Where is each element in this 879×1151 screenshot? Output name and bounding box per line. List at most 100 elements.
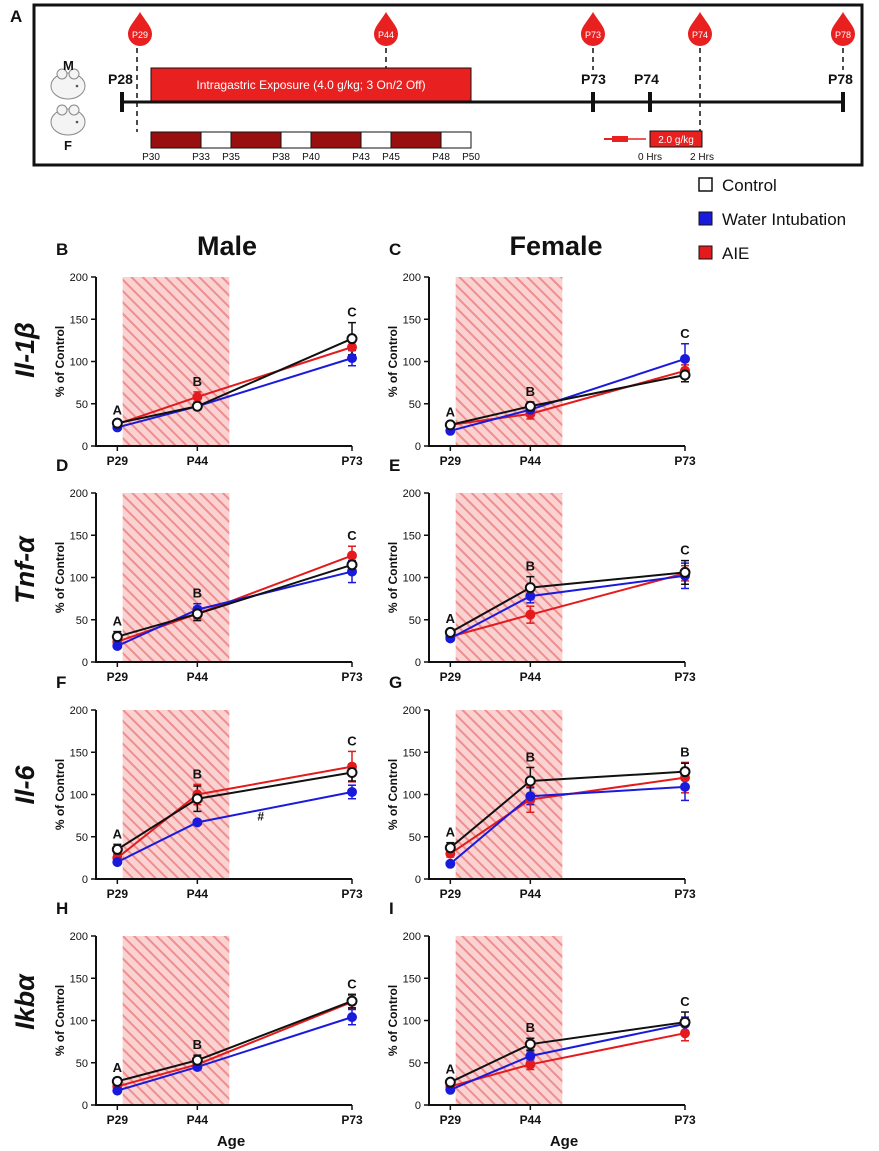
panel-label: H	[56, 899, 68, 918]
significance-letter: A	[446, 825, 456, 840]
sex-label-male: M	[63, 58, 74, 73]
y-tick-label: 100	[70, 357, 88, 369]
x-tick-label: P73	[341, 887, 363, 901]
y-tick-label: 200	[403, 931, 421, 943]
y-axis-title: % of Control	[53, 542, 67, 613]
timeline-mark-label: P74	[634, 71, 659, 87]
y-tick-label: 200	[70, 931, 88, 943]
timeline-panel: A M F P28 P73 P74 P78 Intragastric Expos…	[10, 3, 864, 167]
y-tick-label: 50	[409, 1058, 421, 1070]
data-point-control	[679, 369, 691, 381]
y-axis-title: % of Control	[53, 326, 67, 397]
exposure-period-shade	[455, 493, 563, 662]
x-tick-label: P29	[107, 887, 129, 901]
male-mouse-icon	[50, 68, 86, 100]
significance-letter: C	[347, 976, 357, 991]
data-point-water-intubation	[445, 858, 456, 869]
data-point-water-intubation	[347, 786, 357, 797]
exposure-label: Intragastric Exposure (4.0 g/kg; 3 On/2 …	[196, 78, 425, 92]
data-point-control	[111, 417, 123, 429]
data-point-control	[524, 775, 536, 787]
legend-label: Control	[722, 176, 777, 195]
data-point-aie	[347, 550, 357, 561]
y-tick-label: 50	[409, 832, 421, 844]
y-tick-label: 100	[70, 1016, 88, 1028]
y-tick-label: 50	[76, 615, 88, 627]
syringe-icon	[604, 136, 646, 142]
data-point-aie	[525, 609, 536, 620]
chart-panel-b: B 0 50 100 150 200 % of Control P29 P44 P73 A B C	[53, 240, 363, 468]
y-tick-label: 150	[70, 530, 88, 542]
sex-label-female: F	[64, 138, 72, 153]
y-tick-label: 50	[409, 399, 421, 411]
column-header-male: Male	[197, 231, 257, 261]
panel-label: G	[389, 673, 402, 692]
x-tick-label: P44	[187, 670, 209, 684]
y-tick-label: 0	[415, 1100, 421, 1112]
data-point-control	[346, 767, 358, 779]
challenge-time: 0 Hrs	[638, 152, 662, 163]
legend: Control Water Intubation AIE	[698, 176, 846, 263]
challenge-time: 2 Hrs	[690, 152, 714, 163]
x-tick-label: P29	[440, 454, 462, 468]
y-tick-label: 200	[70, 272, 88, 284]
y-tick-label: 100	[403, 357, 421, 369]
y-tick-label: 200	[403, 272, 421, 284]
block-tick-label: P45	[382, 152, 400, 163]
y-tick-label: 150	[70, 973, 88, 985]
y-tick-label: 0	[82, 441, 88, 453]
data-point-water-intubation	[112, 640, 123, 651]
exposure-period-shade	[455, 936, 563, 1105]
y-axis-title: % of Control	[386, 985, 400, 1056]
data-point-control	[346, 559, 358, 571]
y-axis-title: % of Control	[53, 985, 67, 1056]
y-tick-label: 0	[415, 441, 421, 453]
y-axis-title: % of Control	[386, 542, 400, 613]
significance-letter: C	[347, 305, 357, 320]
y-tick-label: 100	[403, 573, 421, 585]
data-point-aie	[525, 1059, 536, 1070]
data-point-control	[524, 400, 536, 412]
data-point-water-intubation	[112, 1085, 123, 1096]
x-tick-label: P44	[520, 454, 542, 468]
x-tick-label: P73	[674, 1113, 696, 1127]
y-tick-label: 150	[403, 314, 421, 326]
data-point-water-intubation	[680, 781, 690, 792]
data-point-control	[444, 626, 456, 638]
row-label: Il-1β	[10, 322, 40, 378]
chart-panel-i: I 0 50 100 150 200 % of Control P29 P44 P73 A B C	[386, 899, 696, 1127]
data-point-water-intubation	[112, 857, 123, 868]
exposure-bar	[150, 67, 472, 102]
blood-drop-icon: P78	[831, 12, 855, 46]
x-tick-label: P44	[520, 670, 542, 684]
panel-label: I	[389, 899, 394, 918]
data-point-water-intubation	[525, 791, 536, 802]
blood-drop-label: P29	[132, 30, 148, 40]
data-point-control	[444, 842, 456, 854]
significance-letter: A	[446, 611, 456, 626]
significance-letter: B	[526, 559, 535, 574]
timeline-mark-label: P73	[581, 71, 606, 87]
significance-letter: A	[446, 404, 456, 419]
significance-letter: B	[680, 744, 689, 759]
data-point-water-intubation	[347, 353, 357, 364]
data-point-control	[111, 631, 123, 643]
annotation-mark: #	[257, 809, 264, 823]
data-point-water-intubation	[525, 1050, 536, 1061]
y-tick-label: 50	[76, 399, 88, 411]
y-axis-title: % of Control	[386, 759, 400, 830]
y-tick-label: 0	[415, 874, 421, 886]
challenge-label: 2.0 g/kg	[658, 135, 694, 146]
legend-label: AIE	[722, 244, 749, 263]
block-tick-label: P30	[142, 152, 160, 163]
x-tick-label: P44	[520, 1113, 542, 1127]
block-tick-label: P38	[272, 152, 290, 163]
data-point-control	[111, 1075, 123, 1087]
exposure-period-shade	[455, 277, 563, 446]
x-tick-label: P73	[674, 454, 696, 468]
block-tick-label: P35	[222, 152, 240, 163]
blood-drop-label: P78	[835, 30, 851, 40]
significance-letter: A	[113, 1060, 123, 1075]
exposure-period-shade	[122, 277, 230, 446]
significance-letter: C	[680, 543, 690, 558]
